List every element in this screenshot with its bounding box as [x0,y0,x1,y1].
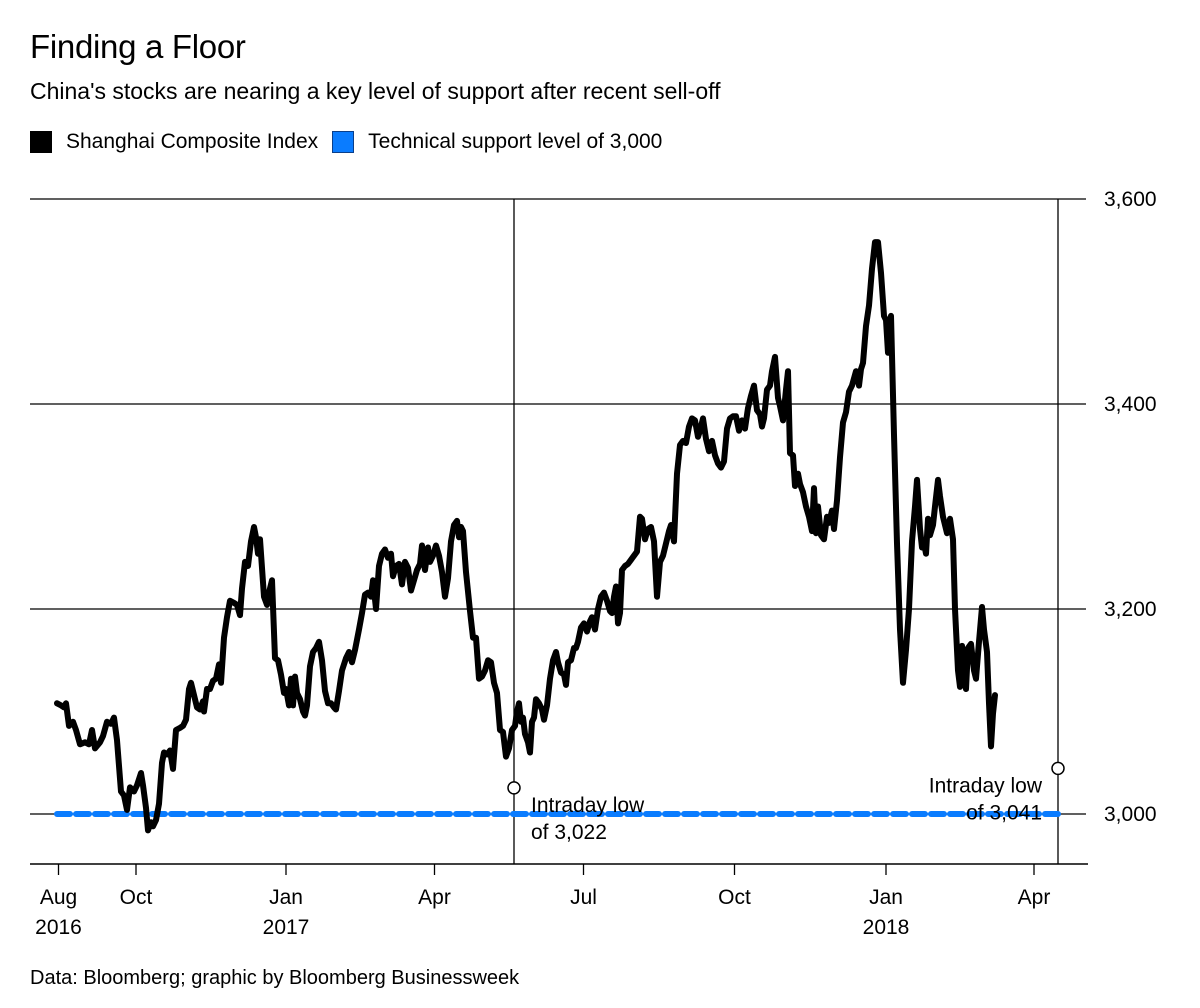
legend-label: Shanghai Composite Index [66,130,319,153]
x-tick-label: Jan [869,886,903,909]
annotation-text: of 3,022 [531,821,607,844]
chart-subtitle: China's stocks are nearing a key level o… [30,78,721,104]
annotation-text: of 3,041 [966,801,1042,824]
x-tick-year-label: 2018 [863,916,910,939]
x-tick-label: Oct [718,886,751,909]
series-line-shanghai-composite [54,239,998,834]
legend-item-support-level: Technical support level of 3,000 [332,130,662,154]
y-tick-label: 3,200 [1104,598,1157,621]
x-tick-year-label: 2016 [35,916,82,939]
y-tick-label: 3,400 [1104,393,1157,416]
legend-item-shanghai-composite: Shanghai Composite Index [30,130,318,154]
x-tick-year-label: 2017 [263,916,310,939]
y-tick-label: 3,600 [1104,188,1157,211]
y-tick-label: 3,000 [1104,803,1157,826]
chart-title: Finding a Floor [30,28,246,65]
x-tick-label: Oct [120,886,153,909]
legend-swatch-black [30,131,52,153]
x-tick-label: Jan [269,886,303,909]
legend: Shanghai Composite Index Technical suppo… [30,130,676,154]
intraday-low-marker-1 [507,781,521,795]
intraday-low-marker-2 [1051,761,1065,776]
legend-swatch-blue [332,131,355,153]
annotation-text: Intraday low [531,794,645,817]
x-tick-label: Apr [418,886,451,909]
x-tick-label: Apr [1018,886,1051,909]
annotation-text: Intraday low [929,774,1043,797]
x-tick-label: Aug [40,886,77,909]
legend-label: Technical support level of 3,000 [368,130,663,153]
source-note: Data: Bloomberg; graphic by Bloomberg Bu… [30,967,520,989]
x-tick-label: Jul [570,886,597,909]
